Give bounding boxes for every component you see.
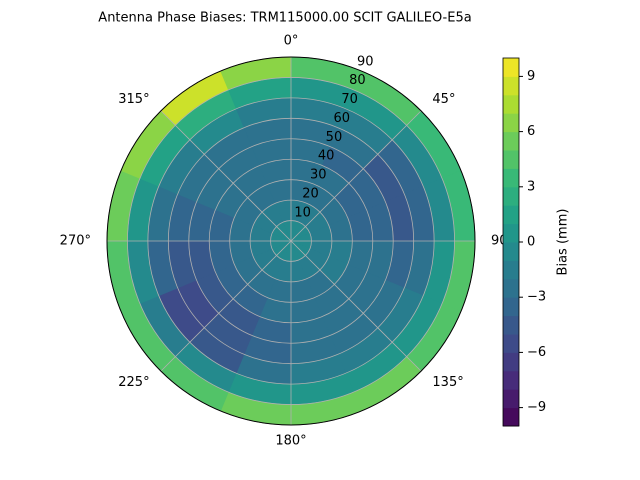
theta-tick-label: 270°: [60, 234, 91, 249]
colorbar-band: [503, 260, 519, 280]
theta-tick-label: 180°: [275, 434, 306, 449]
r-tick-label: 20: [302, 186, 319, 201]
colorbar-band: [503, 186, 519, 206]
colorbar-band: [503, 334, 519, 353]
colorbar-band: [503, 370, 519, 390]
colorbar-band: [503, 223, 519, 243]
colorbar-tick-label: 0: [527, 235, 535, 250]
plot-border: [106, 56, 476, 426]
theta-tick-label: 315°: [118, 92, 149, 107]
r-tick-label: 80: [349, 73, 366, 88]
r-tick-label: 70: [341, 92, 358, 107]
colorbar-tick-label: 6: [527, 124, 535, 139]
colorbar-band: [503, 168, 519, 188]
theta-tick-label: 225°: [118, 375, 149, 390]
colorbar-band: [503, 315, 519, 335]
colorbar-band: [503, 389, 519, 409]
r-tick-label: 30: [310, 168, 327, 183]
grid-spoke: [160, 110, 292, 242]
colorbar-band: [503, 94, 519, 114]
theta-tick-label: 45°: [432, 92, 455, 107]
colorbar-tick-label: −6: [527, 345, 546, 360]
r-tick-label: 90: [357, 54, 374, 69]
colorbar-tick-label: 9: [527, 69, 535, 84]
colorbar-band: [503, 113, 519, 133]
colorbar-band: [503, 242, 519, 261]
colorbar-band: [503, 352, 519, 372]
r-tick-label: 10: [294, 205, 311, 220]
colorbar-band: [503, 58, 519, 77]
colorbar-band: [503, 131, 519, 151]
r-tick-label: 50: [326, 130, 343, 145]
colorbar-band: [503, 297, 519, 317]
colorbar-tick-label: 3: [527, 179, 535, 194]
colorbar-tick-label: −3: [527, 290, 546, 305]
colorbar-band: [503, 407, 519, 427]
r-tick-label: 40: [318, 149, 335, 164]
grid-spoke: [290, 110, 422, 242]
chart-title: Antenna Phase Biases: TRM115000.00 SCIT …: [98, 11, 471, 26]
colorbar-band: [503, 150, 519, 169]
grid-spoke: [160, 240, 292, 372]
colorbar-band: [503, 205, 519, 225]
colorbar-label: Bias (mm): [556, 209, 571, 276]
colorbar-band: [503, 278, 519, 298]
colorbar-band: [503, 76, 519, 96]
theta-tick-label: 135°: [432, 375, 463, 390]
polar-plot: [106, 56, 476, 426]
theta-tick-label: 0°: [284, 34, 299, 49]
colorbar-tick-label: −9: [527, 400, 546, 415]
r-tick-label: 60: [333, 111, 350, 126]
grid-spoke: [290, 240, 422, 372]
